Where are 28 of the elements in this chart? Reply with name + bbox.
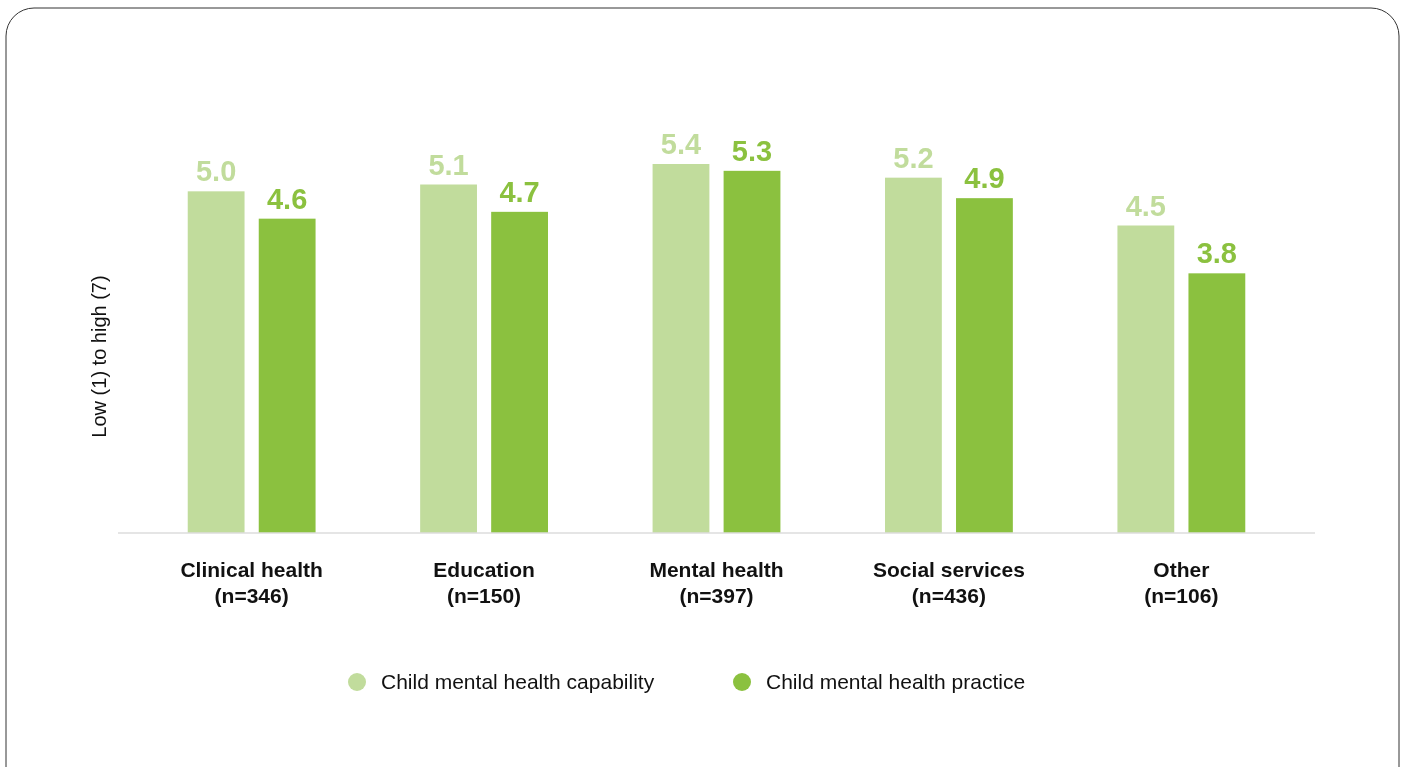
x-tick-label: Mental health (n=397) — [649, 558, 784, 607]
bar — [420, 184, 477, 533]
bar — [258, 218, 316, 533]
x-tick-label: Social services (n=436) — [873, 558, 1025, 607]
y-axis-title: Low (1) to high (7) — [88, 275, 110, 438]
x-tick-label: Clinical health (n=346) — [180, 558, 323, 607]
bar — [885, 177, 942, 533]
bar — [187, 191, 245, 533]
bar — [652, 164, 710, 533]
data-label: 4.6 — [266, 182, 308, 215]
bar — [723, 170, 781, 533]
data-label: 5.4 — [660, 128, 702, 160]
x-tick-label: Education (n=150) — [433, 558, 535, 607]
bar — [956, 198, 1013, 533]
data-label: 4.5 — [1125, 189, 1167, 222]
data-label: 4.9 — [964, 162, 1005, 195]
data-label: 5.0 — [195, 155, 237, 188]
bar — [1188, 273, 1246, 533]
data-label: 5.3 — [731, 134, 773, 167]
bar — [491, 211, 548, 533]
data-label: 3.8 — [1196, 237, 1238, 270]
bar — [1117, 225, 1175, 533]
data-label: 4.7 — [499, 175, 540, 208]
legend-label: Child mental health capability — [381, 670, 655, 694]
x-tick-label: Other (n=106) — [1144, 558, 1219, 607]
legend-label: Child mental health practice — [766, 670, 1026, 694]
data-label: 5.2 — [893, 141, 934, 174]
data-label: 5.1 — [428, 148, 469, 181]
